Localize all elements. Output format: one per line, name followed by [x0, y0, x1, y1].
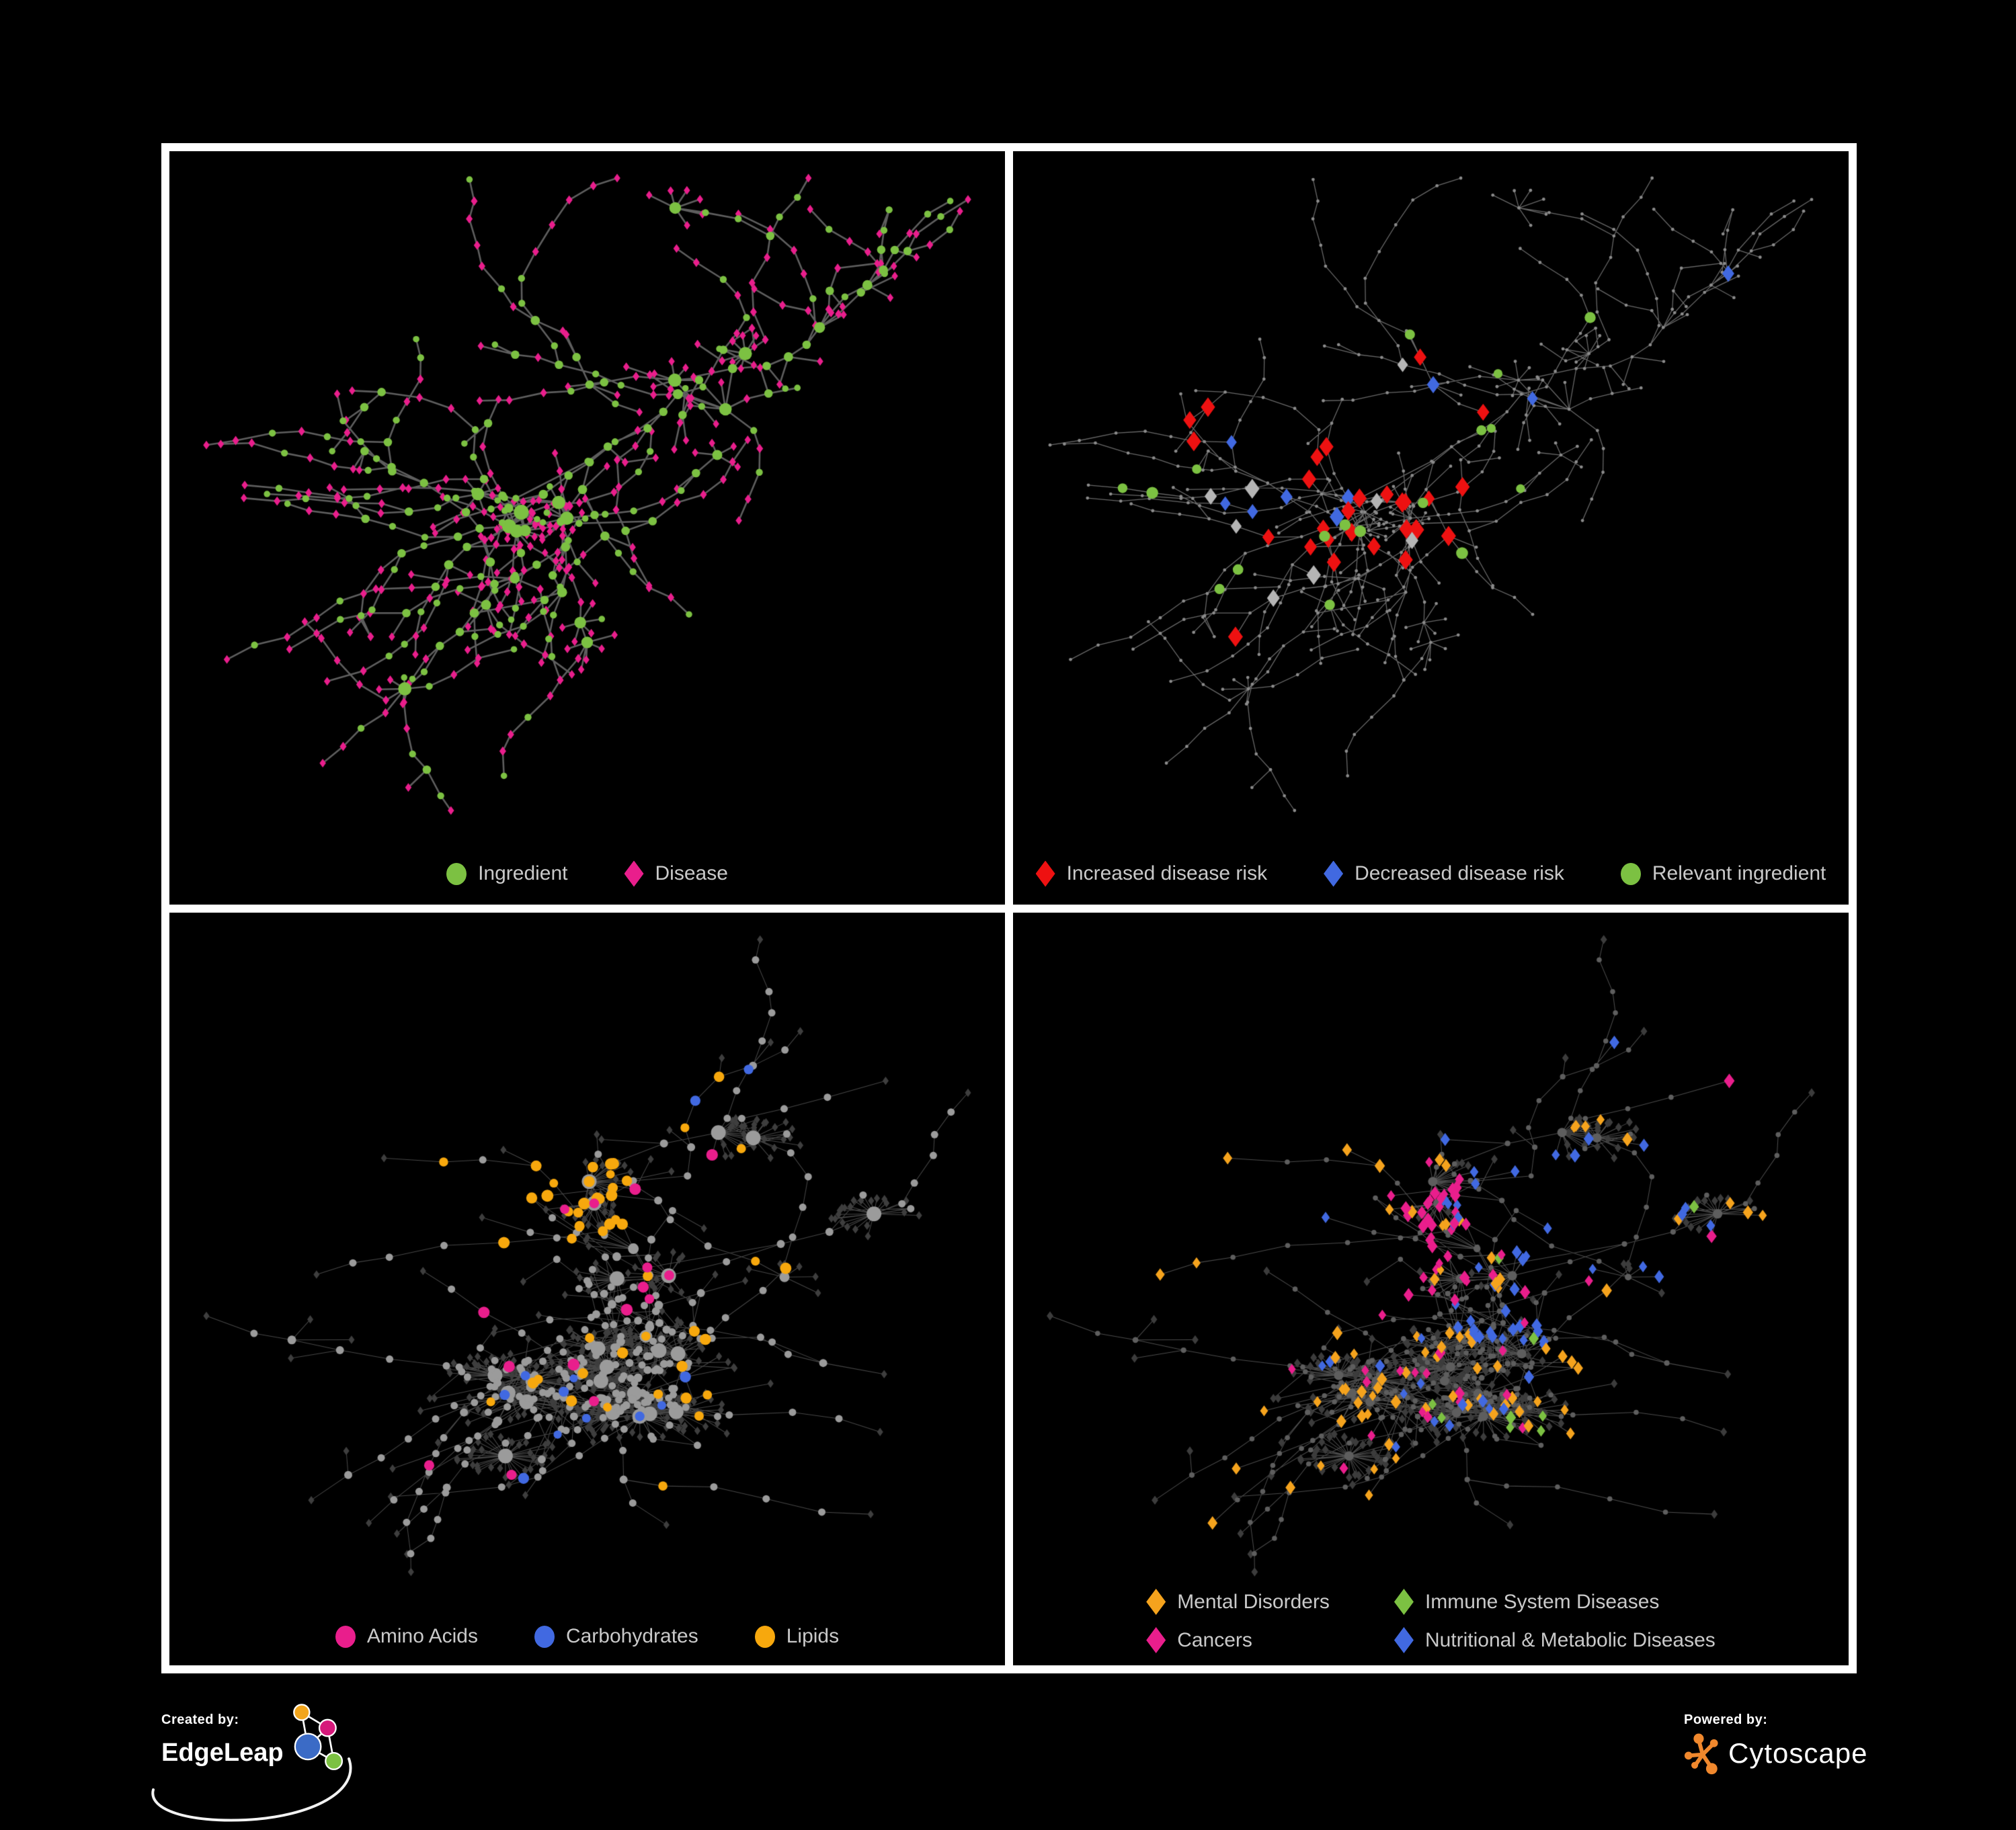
- cytoscape-brand-text: Cytoscape: [1728, 1737, 1868, 1769]
- decreased-risk-diamond-icon: [1324, 860, 1344, 887]
- cancers-diamond-icon: [1146, 1627, 1166, 1653]
- legend-label: Disease: [655, 862, 728, 884]
- ingredient-disease-network-canvas: [169, 151, 1005, 905]
- nutritional-metabolic-diamond-icon: [1394, 1627, 1414, 1653]
- disease-risk-network-canvas: [1013, 151, 1849, 905]
- legend-label: Amino Acids: [366, 1625, 478, 1647]
- four-panel-network-figure: Ingredient Disease Increased disease ris…: [161, 143, 1857, 1673]
- created-by-block: Created by: EdgeLeap: [151, 1704, 352, 1822]
- mental-disorders-diamond-icon: [1146, 1589, 1166, 1615]
- panel-ingredient-disease: Ingredient Disease: [169, 151, 1005, 905]
- legend-item-nutritional-metabolic-diseases: Nutritional & Metabolic Diseases: [1394, 1627, 1716, 1653]
- legend-item-disease: Disease: [624, 860, 728, 887]
- legend-label: Immune System Diseases: [1424, 1590, 1660, 1613]
- legend-item-cancers: Cancers: [1146, 1627, 1330, 1653]
- cytoscape-logo: Cytoscape: [1684, 1732, 1867, 1775]
- legend-disease-categories: Mental Disorders Immune System Diseases …: [1146, 1589, 1716, 1653]
- nutrient-class-network-canvas: [169, 912, 1005, 1665]
- amino-acids-circle-icon: [335, 1625, 356, 1648]
- panel-disease-risk: Increased disease risk Decreased disease…: [1013, 151, 1849, 905]
- powered-by-block: Powered by: Cytoscape: [1684, 1712, 1867, 1775]
- cytoscape-logo-icon: [1684, 1733, 1718, 1775]
- legend-item-relevant-ingredient: Relevant ingredient: [1620, 862, 1826, 885]
- carbohydrates-circle-icon: [534, 1625, 555, 1648]
- created-by-label: Created by:: [161, 1712, 239, 1727]
- edgeleap-logo: EdgeLeap: [151, 1704, 352, 1822]
- legend-nutrient-classes: Amino Acids Carbohydrates Lipids: [169, 1625, 1005, 1648]
- legend-disease-risk: Increased disease risk Decreased disease…: [1013, 860, 1849, 887]
- legend-item-lipids: Lipids: [754, 1625, 840, 1648]
- panel-nutrient-classes: Amino Acids Carbohydrates Lipids: [169, 912, 1005, 1665]
- legend-label: Nutritional & Metabolic Diseases: [1424, 1628, 1716, 1651]
- panel-disease-categories: Mental Disorders Immune System Diseases …: [1013, 912, 1849, 1665]
- legend-label: Mental Disorders: [1177, 1590, 1330, 1613]
- lipids-circle-icon: [754, 1625, 775, 1648]
- legend-item-increased-risk: Increased disease risk: [1035, 860, 1268, 887]
- legend-label: Relevant ingredient: [1652, 862, 1826, 884]
- legend-item-decreased-risk: Decreased disease risk: [1324, 860, 1564, 887]
- legend-item-ingredient: Ingredient: [446, 862, 568, 885]
- legend-label: Carbohydrates: [565, 1625, 698, 1647]
- powered-by-label: Powered by:: [1684, 1712, 1768, 1727]
- legend-label: Ingredient: [478, 862, 568, 884]
- relevant-ingredient-circle-icon: [1620, 862, 1641, 885]
- edgeleap-logo-icon: [292, 1704, 343, 1770]
- increased-risk-diamond-icon: [1035, 860, 1055, 887]
- disease-diamond-icon: [624, 860, 644, 887]
- legend-label: Cancers: [1177, 1628, 1252, 1651]
- legend-label: Decreased disease risk: [1355, 862, 1564, 884]
- legend-item-amino-acids: Amino Acids: [335, 1625, 478, 1648]
- edgeleap-brand-text: EdgeLeap: [161, 1738, 284, 1767]
- legend-ingredient-disease: Ingredient Disease: [169, 860, 1005, 887]
- legend-label: Lipids: [786, 1625, 840, 1647]
- legend-item-immune-system-diseases: Immune System Diseases: [1394, 1589, 1716, 1615]
- disease-category-network-canvas: [1013, 912, 1849, 1665]
- legend-label: Increased disease risk: [1066, 862, 1268, 884]
- ingredient-circle-icon: [446, 862, 467, 885]
- immune-system-diamond-icon: [1394, 1589, 1414, 1615]
- legend-item-mental-disorders: Mental Disorders: [1146, 1589, 1330, 1615]
- legend-item-carbohydrates: Carbohydrates: [534, 1625, 698, 1648]
